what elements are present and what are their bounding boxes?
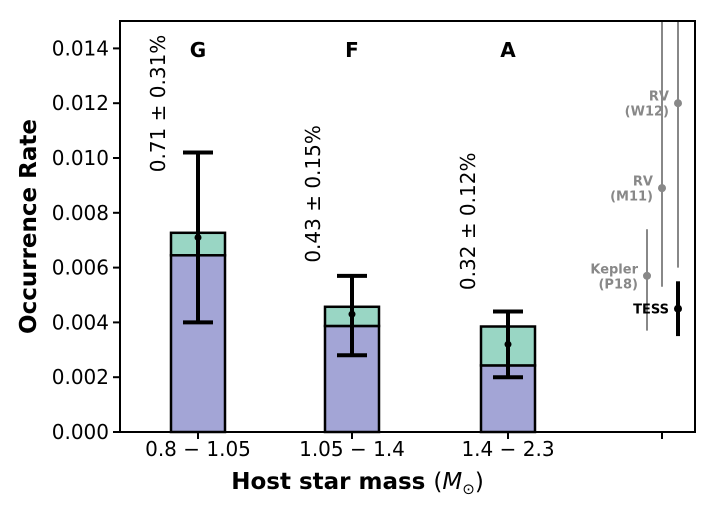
x-axis-title-unit-close: ) xyxy=(475,469,484,495)
y-tick-label: 0.004 xyxy=(52,310,109,334)
x-axis-title-unit-open: ( xyxy=(433,469,442,495)
y-axis: 0.000 0.002 0.004 0.006 0.008 0.010 0.012 0.014 xyxy=(52,36,120,444)
plot-frame xyxy=(119,20,696,433)
reference-label: Kepler xyxy=(590,262,638,277)
spectral-type-label: G xyxy=(190,38,206,62)
y-axis-title: Occurrence Rate xyxy=(16,119,42,334)
x-tick-label: 1.05 − 1.4 xyxy=(299,437,405,461)
reference-label: (W12) xyxy=(625,105,669,120)
labels-layer: G F A 0.71 ± 0.31% 0.43 ± 0.15% 0.32 ± 0.12% xyxy=(146,35,516,290)
error-bars-layer xyxy=(183,150,523,380)
data-point xyxy=(194,233,202,241)
y-tick-label: 0.014 xyxy=(52,36,109,60)
x-axis-title-text: Host star mass xyxy=(231,469,425,495)
x-axis-title-unit: M xyxy=(442,469,462,495)
spectral-type-label: F xyxy=(345,38,359,62)
reference-label: RV xyxy=(649,90,669,105)
data-point xyxy=(348,310,356,318)
reference-point xyxy=(643,271,651,280)
reference-point xyxy=(674,99,682,108)
occurrence-rate-label: 0.32 ± 0.12% xyxy=(456,153,480,291)
occurrence-rate-label: 0.43 ± 0.15% xyxy=(301,125,325,263)
x-axis-title-unit-sub: ⊙ xyxy=(462,480,475,498)
y-tick-label: 0.002 xyxy=(52,365,109,389)
reference-measurements-layer: RV(W12)RV(M11)Kepler(P18)TESS xyxy=(590,21,682,337)
reference-point xyxy=(658,184,666,193)
y-tick-label: 0.010 xyxy=(52,146,109,170)
spectral-type-label: A xyxy=(500,38,516,62)
reference-point xyxy=(674,304,682,313)
reference-label: (M11) xyxy=(610,190,653,205)
y-tick-label: 0.012 xyxy=(52,91,109,115)
occurrence-rate-label: 0.71 ± 0.31% xyxy=(146,35,170,173)
y-tick-label: 0.008 xyxy=(52,201,109,225)
reference-label: TESS xyxy=(633,303,669,318)
x-axis-title: Host star mass (M⊙) xyxy=(231,469,484,498)
reference-label: RV xyxy=(633,175,653,190)
x-axis: 0.8 − 1.05 1.05 − 1.4 1.4 − 2.3 xyxy=(145,432,663,461)
data-point xyxy=(504,340,512,348)
x-tick-label: 1.4 − 2.3 xyxy=(461,437,554,461)
y-tick-label: 0.006 xyxy=(52,256,109,280)
x-tick-label: 0.8 − 1.05 xyxy=(145,437,251,461)
y-tick-label: 0.000 xyxy=(52,420,109,444)
reference-label: (P18) xyxy=(598,277,638,292)
